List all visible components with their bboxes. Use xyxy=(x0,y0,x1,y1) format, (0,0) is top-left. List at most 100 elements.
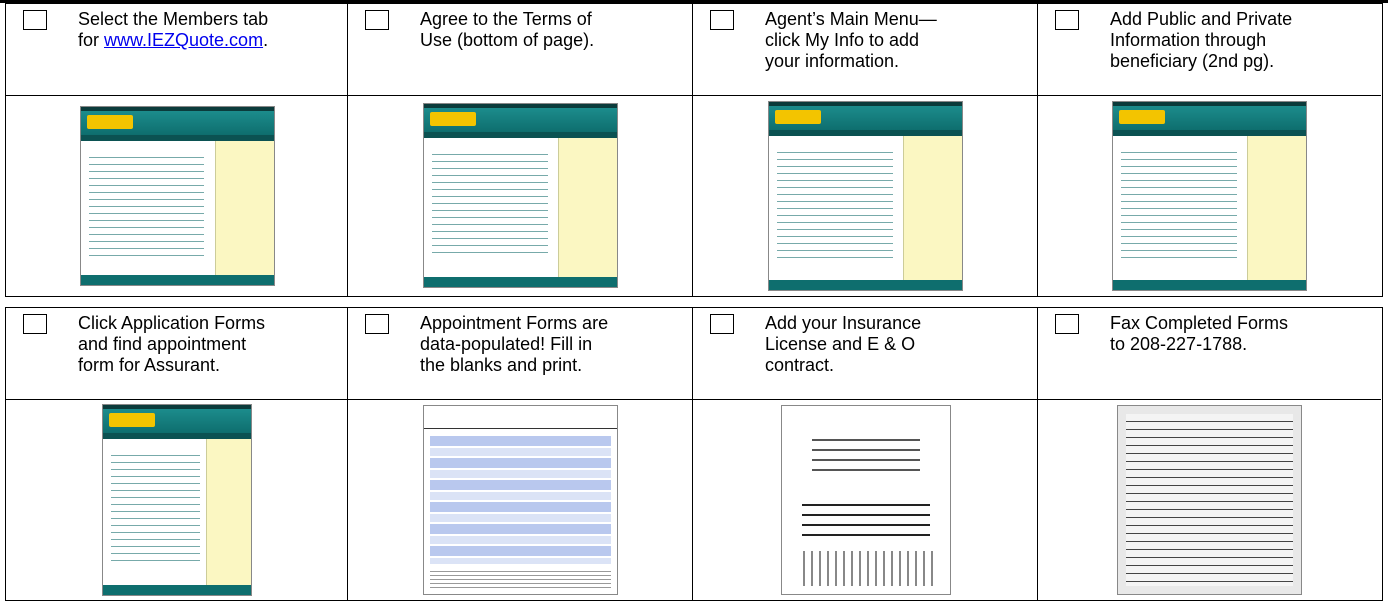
text-line: Add your Insurance xyxy=(765,313,921,334)
thumbnail-part xyxy=(88,150,205,258)
thumbnail-part xyxy=(1121,145,1237,259)
text-line: to 208-227-1788. xyxy=(1110,334,1288,355)
thumbnail-part xyxy=(769,105,962,130)
step-text-area: Agree to the Terms of Use (bottom of page… xyxy=(348,4,692,96)
thumbnail-part xyxy=(777,145,893,259)
step-text: Click Application Forms and find appointm… xyxy=(78,313,265,376)
thumbnail-part xyxy=(430,567,611,588)
checkbox[interactable] xyxy=(23,10,47,30)
thumbnail-part xyxy=(769,101,962,106)
text-line: your information. xyxy=(765,51,937,72)
thumbnail-part xyxy=(424,108,617,132)
thumbnail-part xyxy=(424,104,617,108)
text-line: Select the Members tab xyxy=(78,9,268,30)
thumbnail-part xyxy=(424,132,617,138)
screenshot-thumbnail xyxy=(768,100,963,291)
text-line: data-populated! Fill in xyxy=(420,334,608,355)
thumbnail-part xyxy=(796,550,935,586)
thumbnail-part xyxy=(103,408,251,433)
text-line: beneficiary (2nd pg). xyxy=(1110,51,1292,72)
text-segment: contract. xyxy=(765,355,835,375)
thumbnail-part xyxy=(1113,105,1306,130)
thumbnail-part xyxy=(430,112,476,126)
text-line: Use (bottom of page). xyxy=(420,30,594,51)
thumbnail-part xyxy=(86,114,133,129)
thumbnail-part xyxy=(205,438,251,585)
step-text-area: Agent’s Main Menu— click My Info to add yo… xyxy=(693,4,1037,96)
thumbnail-part xyxy=(432,148,548,258)
thumbnail-part xyxy=(1247,135,1306,280)
text-line: Appointment Forms are xyxy=(420,313,608,334)
screenshot-thumbnail xyxy=(1112,100,1307,291)
text-line: for www.IEZQuote.com. xyxy=(78,30,268,51)
checklist-row: Click Application Forms and find appointm… xyxy=(5,307,1383,601)
screenshot-thumbnail xyxy=(423,103,618,288)
step-text: Fax Completed Forms to 208-227-1788. xyxy=(1110,313,1288,355)
checklist-row: Select the Members tab for www.IEZQuote.c… xyxy=(5,3,1383,297)
text-segment: data-populated! Fill in xyxy=(420,334,593,354)
step-cell: Select the Members tab for www.IEZQuote.c… xyxy=(6,4,348,296)
text-segment: click My Info to add xyxy=(765,30,920,50)
thumbnail-part xyxy=(103,404,251,409)
thumbnail-part xyxy=(80,274,274,285)
thumbnail-part xyxy=(80,106,274,111)
text-segment: Click Application Forms xyxy=(78,313,266,333)
checkbox[interactable] xyxy=(365,314,389,334)
text-segment: Agree to the Terms of xyxy=(420,9,592,29)
text-segment: . xyxy=(263,30,269,50)
text-segment: License and E & O xyxy=(765,334,916,354)
text-segment: Agent’s Main Menu— xyxy=(765,9,937,29)
step-cell: Add Public and Private Information throug… xyxy=(1038,4,1381,296)
text-line: Agent’s Main Menu— xyxy=(765,9,937,30)
screenshot-thumbnail xyxy=(423,404,618,595)
step-text: Appointment Forms are data-populated! Fil… xyxy=(420,313,608,376)
text-segment: the blanks and print. xyxy=(420,355,583,375)
thumbnail-part xyxy=(103,432,251,439)
thumbnail-part xyxy=(769,129,962,136)
thumbnail-part xyxy=(424,406,617,429)
step-cell: Appointment Forms are data-populated! Fil… xyxy=(348,308,693,600)
text-line: Click Application Forms xyxy=(78,313,265,334)
top-rule xyxy=(0,0,1388,3)
text-segment: Add Public and Private xyxy=(1110,9,1293,29)
text-segment: Information through xyxy=(1110,30,1267,50)
step-text-area: Add Public and Private Information throug… xyxy=(1038,4,1381,96)
text-line: Fax Completed Forms xyxy=(1110,313,1288,334)
text-line: and find appointment xyxy=(78,334,265,355)
thumbnail-part xyxy=(103,584,251,595)
thumbnail-part xyxy=(811,430,920,471)
text-segment: for xyxy=(78,30,105,50)
thumbnail-part xyxy=(424,277,617,287)
checkbox[interactable] xyxy=(23,314,47,334)
text-line: Add Public and Private xyxy=(1110,9,1292,30)
thumbnail-part xyxy=(111,448,200,563)
checkbox[interactable] xyxy=(365,10,389,30)
step-cell: Click Application Forms and find appointm… xyxy=(6,308,348,600)
thumbnail-part xyxy=(1113,101,1306,106)
thumbnail-part xyxy=(558,138,617,277)
text-segment: form for Assurant. xyxy=(78,355,221,375)
text-line: Information through xyxy=(1110,30,1292,51)
checkbox[interactable] xyxy=(1055,10,1079,30)
checkbox[interactable] xyxy=(710,10,734,30)
text-segment: to 208-227-1788. xyxy=(1110,334,1248,354)
thumbnail-part xyxy=(903,135,962,280)
thumbnail-part xyxy=(1113,129,1306,136)
step-text: Agent’s Main Menu— click My Info to add yo… xyxy=(765,9,937,72)
checkbox[interactable] xyxy=(1055,314,1079,334)
step-text-area: Appointment Forms are data-populated! Fil… xyxy=(348,308,692,400)
text-line: form for Assurant. xyxy=(78,355,265,376)
thumbnail-part xyxy=(1126,413,1293,586)
text-line: Agree to the Terms of xyxy=(420,9,594,30)
step-text: Add Public and Private Information throug… xyxy=(1110,9,1292,72)
screenshot-thumbnail xyxy=(780,404,951,595)
checkbox[interactable] xyxy=(710,314,734,334)
text-segment: beneficiary (2nd pg). xyxy=(1110,51,1275,71)
thumbnail-part xyxy=(430,435,611,564)
text-segment: Fax Completed Forms xyxy=(1110,313,1289,333)
text-segment: and find appointment xyxy=(78,334,247,354)
thumbnail-part xyxy=(109,412,155,427)
link[interactable]: www.IEZQuote.com xyxy=(104,30,264,50)
